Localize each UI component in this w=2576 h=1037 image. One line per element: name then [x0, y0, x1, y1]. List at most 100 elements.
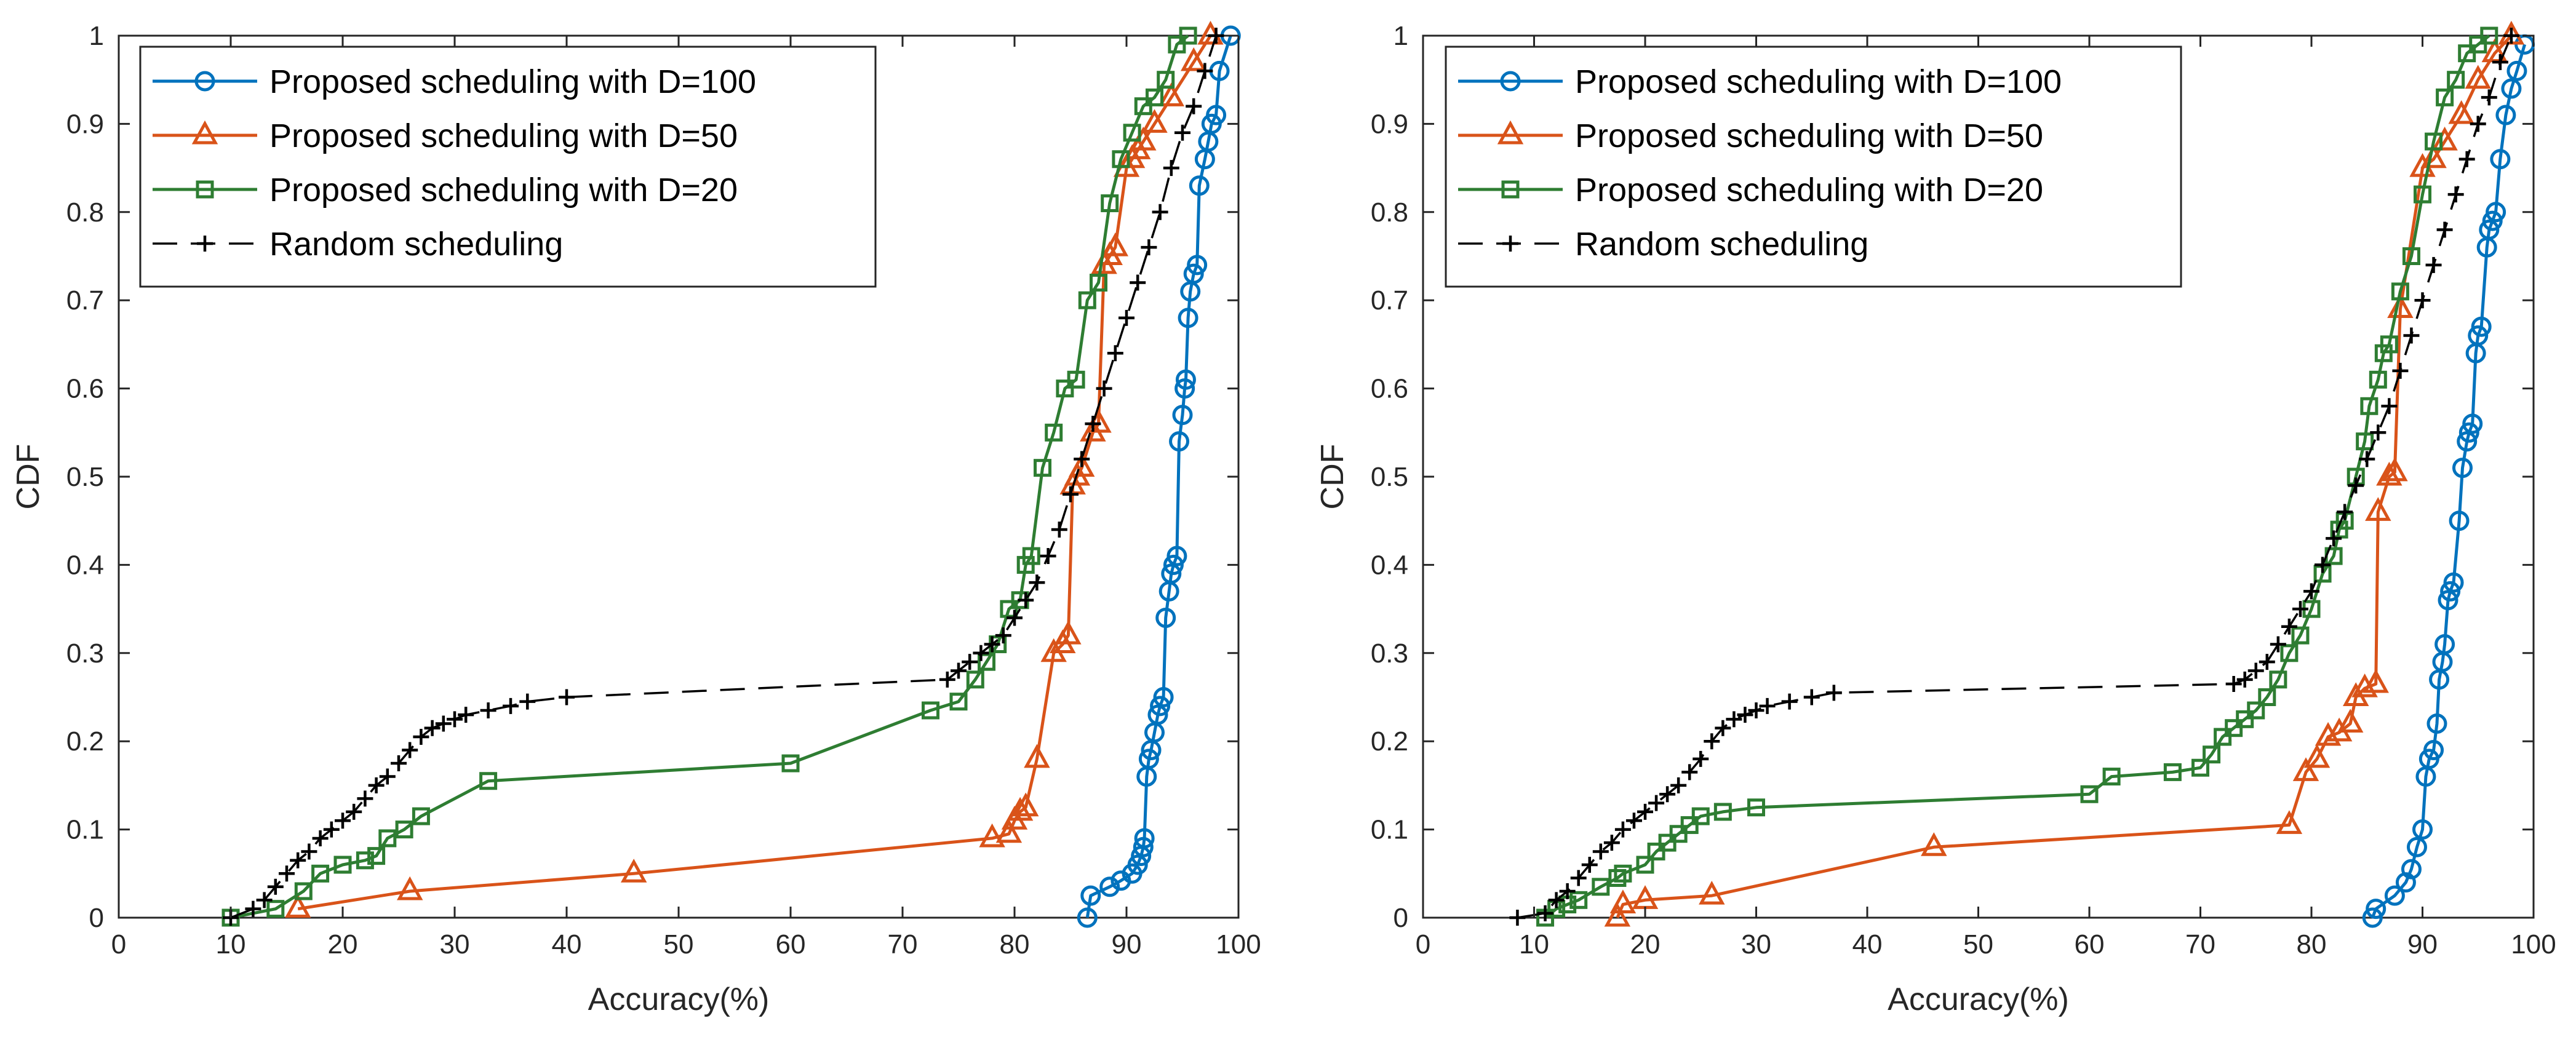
series-circle	[2362, 34, 2535, 928]
data-point-square	[2102, 768, 2121, 786]
data-point-circle	[1150, 696, 1171, 717]
data-point-circle	[2452, 458, 2473, 479]
data-point-circle	[2495, 105, 2516, 125]
data-point-square	[266, 900, 285, 918]
legend: Proposed scheduling with D=100 Proposed s…	[139, 46, 877, 288]
data-point-plus	[2403, 327, 2420, 344]
data-point-plus	[503, 697, 519, 714]
data-point-plus	[1681, 764, 1698, 781]
data-point-square	[2380, 335, 2398, 354]
y-tick-label: 0.3	[1371, 638, 1408, 669]
data-point-triangle	[1158, 82, 1185, 106]
data-point-plus	[290, 852, 306, 868]
data-point-plus	[559, 689, 575, 705]
data-point-triangle	[1007, 797, 1034, 821]
legend-box	[1445, 46, 2182, 288]
y-tick-label: 0.6	[66, 374, 104, 404]
data-point-square	[294, 882, 313, 900]
data-point-plus	[1029, 574, 1045, 591]
data-point-square	[378, 829, 397, 848]
data-point-square	[1045, 423, 1063, 442]
legend-item: Proposed scheduling with D=20	[1458, 172, 2043, 209]
data-point-square	[922, 701, 939, 720]
data-point-plus	[2481, 89, 2497, 106]
data-point-square	[2080, 785, 2099, 803]
data-point-circle	[2468, 325, 2489, 346]
data-point-triangle	[2387, 294, 2414, 319]
data-point-square	[1090, 274, 1107, 292]
x-tick-label: 0	[1416, 929, 1430, 960]
x-tick-label: 60	[2075, 929, 2105, 960]
data-point-square	[1112, 150, 1130, 169]
data-point-plus	[279, 865, 295, 882]
data-point-square	[2163, 763, 2182, 781]
data-point-square	[2258, 688, 2276, 706]
data-point-plus	[2315, 557, 2331, 573]
data-point-plus	[951, 662, 967, 679]
data-point-square	[1501, 180, 1520, 199]
y-tick-label: 0.7	[66, 285, 104, 316]
data-point-triangle	[1102, 232, 1129, 256]
x-tick-label: 70	[888, 929, 918, 960]
x-axis-label: Accuracy(%)	[1888, 982, 2069, 1017]
data-point-circle	[2384, 885, 2405, 906]
data-point-triangle	[620, 859, 647, 883]
data-point-plus	[973, 645, 989, 661]
data-point-circle	[2366, 899, 2387, 920]
data-point-plus	[1537, 905, 1553, 921]
data-point-triangle	[2365, 497, 2391, 521]
y-tick-label: 0.1	[66, 815, 104, 845]
data-point-triangle	[284, 894, 311, 918]
data-point-plus	[1704, 733, 1720, 750]
y-tick-label: 0.4	[66, 550, 104, 580]
legend-item: Proposed scheduling with D=100	[1458, 63, 2062, 100]
data-point-plus	[2281, 618, 2297, 635]
legend-item: Proposed scheduling with D=50	[1458, 117, 2043, 154]
data-point-triangle	[2420, 144, 2447, 169]
data-point-plus	[245, 900, 261, 917]
data-point-plus	[1781, 693, 1798, 710]
data-point-square	[1022, 547, 1040, 565]
data-point-triangle	[1180, 47, 1207, 71]
data-point-plus	[2414, 292, 2431, 309]
data-point-circle	[2362, 907, 2383, 928]
data-point-plus	[1208, 28, 1224, 44]
data-point-plus	[2225, 675, 2242, 692]
data-point-plus	[2503, 28, 2519, 44]
data-point-triangle	[2376, 461, 2403, 486]
data-point-plus	[2292, 601, 2308, 618]
y-tick-label: 1	[89, 21, 104, 51]
y-tick-label: 1	[1394, 21, 1408, 51]
x-tick-label: 10	[1519, 929, 1549, 960]
data-point-circle	[1077, 907, 1098, 928]
data-point-square	[412, 807, 430, 825]
data-point-triangle	[1604, 902, 1631, 927]
legend-label: Random scheduling	[1575, 226, 1868, 263]
y-tick-label: 0.2	[1371, 726, 1408, 757]
x-tick-label: 90	[1112, 929, 1142, 960]
data-point-triangle	[2465, 65, 2491, 89]
data-point-triangle	[2351, 673, 2378, 697]
y-tick-label: 0.9	[66, 109, 104, 139]
y-tick-label: 0.8	[1371, 197, 1408, 228]
data-point-circle	[2438, 590, 2458, 611]
data-point-plus	[2470, 116, 2486, 132]
data-point-plus	[1163, 160, 1179, 177]
data-point-plus	[480, 702, 496, 719]
data-point-square	[2280, 644, 2299, 662]
data-point-plus	[435, 715, 452, 732]
data-point-circle	[2486, 202, 2506, 223]
data-point-circle	[1099, 876, 1120, 897]
data-point-plus	[1018, 592, 1034, 608]
data-point-plus	[1186, 98, 1202, 114]
data-point-circle	[1127, 854, 1148, 875]
data-point-circle	[2426, 713, 2447, 734]
data-point-triangle	[1699, 880, 1725, 905]
x-tick-label: 40	[1852, 929, 1883, 960]
data-point-plus	[1614, 821, 1631, 838]
data-point-circle	[2457, 431, 2478, 452]
data-point-plus	[2370, 424, 2387, 441]
data-point-plus	[2447, 186, 2464, 203]
data-point-square	[1101, 194, 1119, 212]
data-point-triangle	[2315, 721, 2342, 746]
